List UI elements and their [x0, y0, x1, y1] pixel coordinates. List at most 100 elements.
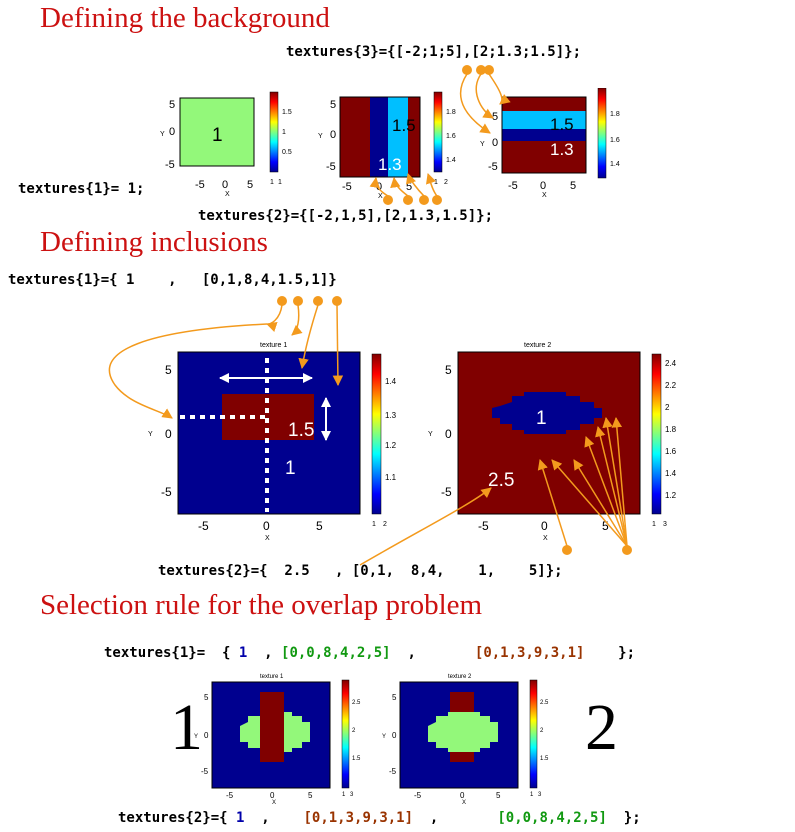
plot-x-ticks: -5 0 5 X [195, 179, 253, 198]
tick-label: 5 [204, 693, 209, 702]
code-separator: , [244, 810, 304, 826]
code-separator: , [413, 810, 498, 826]
code-inclusion-rectangle: [0,1,3,9,3,1] [474, 645, 585, 661]
tick-label: -5 [161, 485, 172, 499]
code-background-value: 1 [238, 645, 248, 661]
tick-label: 5 [496, 791, 501, 800]
tick-label: -5 [508, 180, 518, 192]
code-texture3-background: textures{3}={[-2;1;5],[2;1.3;1.5]}; [286, 44, 582, 60]
plot-frame [501, 96, 587, 174]
tick-label: -5 [226, 791, 234, 800]
tick-label: 0 [460, 791, 465, 800]
colorbar-tick: 1 [282, 129, 286, 136]
y-axis-label: Y [382, 734, 386, 740]
colorbar-tick: 2 [665, 403, 670, 412]
colorbar-end: 1 [278, 179, 282, 186]
section-heading-background: Defining the background [40, 2, 330, 34]
tick-label: -5 [201, 767, 209, 776]
plot-title: texture 2 [524, 342, 551, 349]
colorbar [341, 679, 350, 789]
tick-label: 5 [169, 99, 175, 111]
plot-value-label: 1.5 [392, 116, 416, 135]
colorbar-tick: 2 [540, 728, 544, 734]
colorbar-end: 3 [350, 792, 354, 798]
code-inclusion-ellipse: [0,0,8,4,2,5] [281, 645, 391, 661]
colorbar-tick: 1.2 [665, 491, 677, 500]
colorbar-end: 3 [663, 521, 667, 528]
code-separator: , [390, 645, 475, 661]
colorbar-tick: 1.8 [610, 111, 620, 118]
y-axis-label: Y [318, 133, 323, 140]
y-axis-label: Y [160, 131, 165, 138]
annotation-dots [383, 65, 494, 205]
tick-label: -5 [441, 485, 452, 499]
colorbar-end: 2 [383, 521, 387, 528]
colorbar-end: 1 [652, 521, 656, 528]
plot-band [502, 97, 586, 111]
code-separator: , [247, 645, 282, 661]
inclusion-rectangle [260, 692, 284, 762]
code-background-value: 1 [236, 810, 245, 826]
tick-label: -5 [389, 767, 397, 776]
section-heading-inclusions: Defining inclusions [40, 226, 268, 258]
x-axis-label: X [542, 192, 547, 198]
tick-label: 0 [165, 427, 172, 441]
tick-label: 5 [247, 179, 253, 191]
tick-label: -5 [195, 179, 205, 191]
tick-label: -5 [198, 519, 209, 533]
tick-label: -5 [488, 161, 498, 173]
tick-label: 0 [270, 791, 275, 800]
annotation-arrows-inclusions [108, 296, 632, 566]
tick-label: 0 [540, 180, 546, 192]
plot-background-horizontal-bands: 1.5 1.3 5 0 -5 Y -5 0 5 X 1.8 1.6 1.4 [480, 88, 620, 198]
colorbar [651, 353, 662, 515]
colorbar-tick: 1.4 [385, 377, 397, 386]
code-end: }; [606, 810, 641, 826]
colorbar-tick: 1.1 [385, 473, 397, 482]
colorbar-tick: 1.5 [282, 109, 292, 116]
tick-label: -5 [342, 181, 352, 193]
tick-label: 0 [392, 731, 397, 740]
tick-label: 5 [570, 180, 576, 192]
tick-label: -5 [165, 159, 175, 171]
colorbar-tick: 1.8 [665, 425, 677, 434]
colorbar-tick: 1.8 [446, 109, 456, 116]
colorbar [269, 91, 279, 173]
plot-band [408, 97, 420, 177]
colorbar-tick: 1.5 [540, 756, 549, 762]
colorbar-tick: 2.5 [352, 700, 361, 706]
colorbar [371, 353, 382, 515]
x-axis-label: X [543, 535, 548, 542]
section-heading-selection-rule: Selection rule for the overlap problem [40, 589, 483, 621]
plot-overlap-texture1: texture 1 5 0 -5 Y -5 0 5 X 2.5 2 1.5 1 … [194, 674, 361, 805]
code-texture1-inclusion: textures{1}={ 1 , [0,1,8,4,1.5,1]} [8, 272, 337, 288]
tick-label: -5 [478, 519, 489, 533]
background-value-label: 2.5 [488, 470, 514, 491]
annotation-dots [277, 296, 632, 555]
code-prefix: textures{1}= { [104, 645, 239, 661]
tick-label: -5 [326, 161, 336, 173]
colorbar-end: 1 [530, 792, 534, 798]
code-inclusion-rectangle: [0,1,3,9,3,1] [303, 810, 414, 826]
colorbar [529, 679, 538, 789]
plot-area [179, 97, 255, 167]
colorbar-tick: 1.4 [446, 157, 456, 164]
tick-label: 5 [406, 181, 412, 193]
tick-label: 5 [492, 111, 498, 123]
code-texture2-inclusion: textures{2}={ 2.5 , [0,1, 8,4, 1, 5]}; [158, 563, 563, 579]
annotation-arrow-lines [369, 73, 511, 197]
code-texture2-selection: textures{2}={ 1 , [0,1,3,9,3,1] , [0,0,8… [118, 810, 641, 826]
colorbar-end: 1 [342, 792, 346, 798]
plot-value-label: 1 [212, 125, 223, 146]
tick-label: 5 [330, 99, 336, 111]
tick-label: 0 [445, 427, 452, 441]
plot-title: texture 1 [260, 674, 284, 680]
plot-band [502, 129, 586, 141]
plot-value-label: 1.3 [550, 140, 574, 159]
tick-label: 0 [169, 126, 175, 138]
plot-title: texture 1 [260, 342, 287, 349]
colorbar-end: 1 [434, 179, 438, 186]
big-label-right: 2 [585, 691, 618, 764]
colorbar-tick: 2.4 [665, 359, 677, 368]
code-texture1-background: textures{1}= 1; [18, 181, 145, 197]
